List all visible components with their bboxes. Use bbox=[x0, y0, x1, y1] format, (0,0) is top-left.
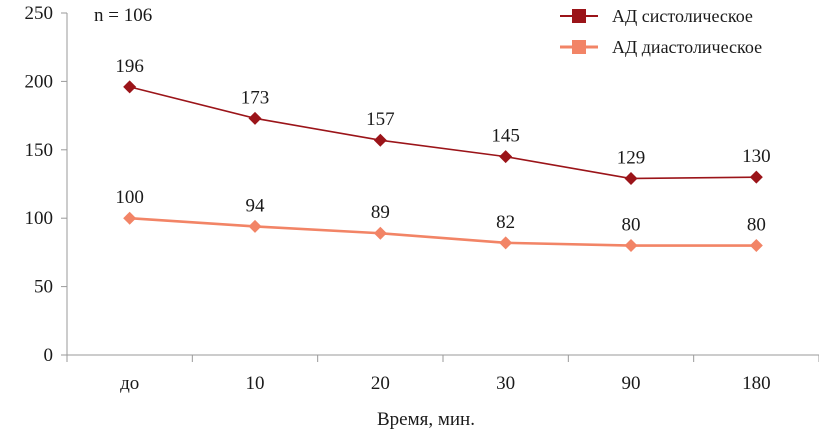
y-tick-label: 200 bbox=[25, 71, 54, 92]
diastolic-data-label: 100 bbox=[115, 187, 144, 208]
systolic-point-marker bbox=[749, 170, 763, 184]
y-tick-labels: 0 50 100 150 200 250 bbox=[25, 3, 54, 366]
y-tick-label: 100 bbox=[25, 208, 54, 229]
diastolic-legend-marker bbox=[572, 40, 586, 54]
diastolic-data-label: 80 bbox=[622, 215, 641, 236]
systolic-data-label: 145 bbox=[491, 126, 520, 147]
diastolic-point-marker bbox=[499, 236, 513, 250]
diastolic-point-marker bbox=[373, 226, 387, 240]
diastolic-data-label: 89 bbox=[371, 202, 390, 223]
sample-size-annotation: n = 106 bbox=[94, 5, 152, 26]
data-labels: 196 173 157 145 129 130 100 94 89 82 80 80 bbox=[115, 56, 770, 236]
systolic-point-marker bbox=[373, 133, 387, 147]
systolic-legend-label: АД систолическое bbox=[612, 6, 753, 26]
axes bbox=[61, 12, 819, 362]
systolic-point-marker bbox=[248, 111, 262, 125]
systolic-data-label: 173 bbox=[241, 87, 270, 108]
x-tick-labels: до 10 20 30 90 180 bbox=[120, 373, 771, 394]
y-tick-label: 50 bbox=[34, 277, 53, 298]
systolic-data-label: 130 bbox=[742, 146, 771, 167]
y-tick-label: 250 bbox=[25, 3, 54, 24]
diastolic-point-marker bbox=[749, 239, 763, 253]
systolic-point-marker bbox=[123, 80, 137, 94]
diastolic-series-line bbox=[129, 216, 757, 247]
x-axis-title: Время, мин. bbox=[377, 409, 475, 430]
systolic-data-label: 196 bbox=[115, 56, 144, 77]
systolic-series-line bbox=[129, 86, 757, 180]
x-tick-label: 20 bbox=[371, 373, 390, 394]
systolic-legend-marker bbox=[572, 9, 586, 23]
x-tick-label: до bbox=[120, 373, 139, 394]
y-tick-label: 0 bbox=[44, 345, 54, 366]
x-tick-label: 90 bbox=[622, 373, 641, 394]
systolic-point-marker bbox=[624, 172, 638, 186]
diastolic-legend-label: АД диастолическое bbox=[612, 37, 762, 57]
systolic-data-label: 129 bbox=[617, 148, 646, 169]
systolic-data-label: 157 bbox=[366, 109, 395, 130]
y-tick-label: 150 bbox=[25, 140, 54, 161]
diastolic-data-label: 82 bbox=[496, 212, 515, 233]
series-group bbox=[123, 80, 763, 253]
diastolic-point-marker bbox=[123, 211, 137, 225]
systolic-point-marker bbox=[499, 150, 513, 164]
legend: АД систолическое АД диастолическое bbox=[560, 6, 762, 57]
x-tick-label: 10 bbox=[246, 373, 265, 394]
x-tick-label: 30 bbox=[496, 373, 515, 394]
x-tick-label: 180 bbox=[742, 373, 771, 394]
diastolic-data-label: 80 bbox=[747, 215, 766, 236]
diastolic-data-label: 94 bbox=[246, 195, 266, 216]
diastolic-point-marker bbox=[624, 239, 638, 253]
diastolic-point-marker bbox=[248, 219, 262, 233]
